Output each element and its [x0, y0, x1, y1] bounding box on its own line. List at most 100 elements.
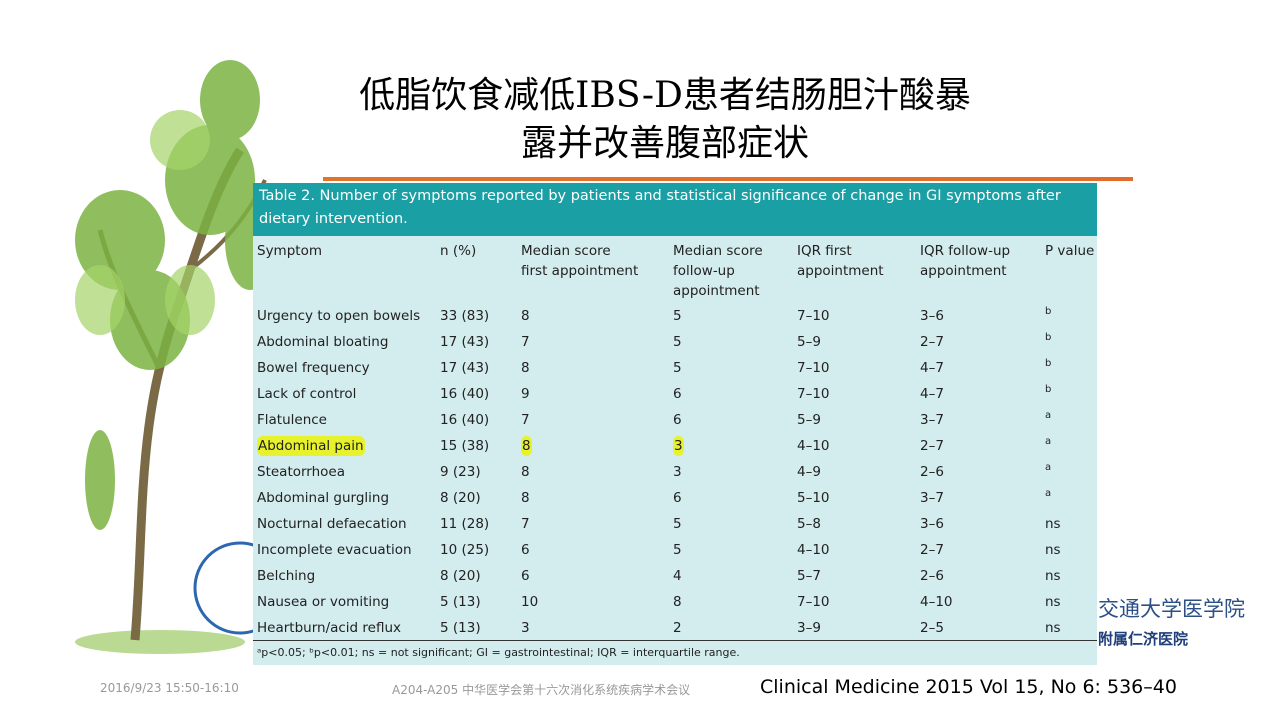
table-cell: 9 (23) [440, 464, 481, 480]
table-cell: b [1045, 332, 1052, 343]
table-cell: 9 [521, 386, 530, 402]
table-cell: 8 [521, 490, 530, 506]
table-cell: 16 (40) [440, 412, 490, 428]
table-cell: 5 [673, 542, 682, 558]
table-cell: 2–5 [920, 620, 944, 636]
column-header: Symptom [257, 243, 322, 259]
table-cell: a [1045, 488, 1052, 499]
table-cell: 17 (43) [440, 334, 490, 350]
table-cell: 8 [521, 464, 530, 480]
table-cell: 4–7 [920, 386, 944, 402]
table-cell: 7–10 [797, 386, 830, 402]
table-cell: 8 [521, 308, 530, 324]
table-cell: 4–10 [797, 542, 830, 558]
citation: Clinical Medicine 2015 Vol 15, No 6: 536… [760, 676, 1177, 698]
table-cell: 7 [521, 516, 530, 532]
logo-text: 附属仁济医院 [1098, 630, 1189, 648]
tree-illustration [75, 60, 280, 654]
table-cell: a [1045, 462, 1052, 473]
table-cell: 3 [673, 436, 684, 456]
table-cell: 3–6 [920, 516, 944, 532]
table-cell: 5–9 [797, 334, 821, 350]
column-header: Median score follow-up appointment [673, 243, 763, 299]
table-cell: 2–6 [920, 568, 944, 584]
table-cell: Belching [257, 568, 316, 584]
table-cell: 6 [521, 542, 530, 558]
column-header: n (%) [440, 243, 477, 259]
table-cell: a [1045, 436, 1052, 447]
table-cell: 11 (28) [440, 516, 490, 532]
table-cell: 7 [521, 412, 530, 428]
table-cell: 8 [521, 360, 530, 376]
table-cell: Nausea or vomiting [257, 594, 390, 610]
table-cell: 4–7 [920, 360, 944, 376]
table-cell: Incomplete evacuation [257, 542, 412, 558]
table-cell: ns [1045, 542, 1061, 558]
table-cell: Heartburn/acid reflux [257, 620, 402, 636]
table-cell: 5 [673, 360, 682, 376]
title-line: 露并改善腹部症状 [520, 123, 809, 164]
table-cell: 3–9 [797, 620, 821, 636]
table-cell: 3–7 [920, 412, 944, 428]
table-cell: 3 [521, 620, 530, 636]
table-cell: 2–7 [920, 334, 944, 350]
table-cell: 8 (20) [440, 490, 481, 506]
table-cell: 33 (83) [440, 308, 490, 324]
logo-text: 交通大学医学院 [1098, 597, 1245, 621]
table-cell: 7–10 [797, 594, 830, 610]
table-cell: 6 [673, 386, 682, 402]
column-header: P value [1045, 243, 1095, 259]
table-cell: 7 [521, 334, 530, 350]
column-header: Median score first appointment [521, 243, 639, 279]
table-cell: b [1045, 384, 1052, 395]
table-cell: 2–7 [920, 438, 944, 454]
table-cell: Nocturnal defaecation [257, 516, 407, 532]
table-footnote: ᵃp<0.05; ᵇp<0.01; ns = not significant; … [257, 646, 740, 659]
table-cell: 6 [673, 412, 682, 428]
table-cell: 5 [673, 516, 682, 532]
table-cell: Bowel frequency [257, 360, 370, 376]
table-cell: a [1045, 410, 1052, 421]
footer-date: 2016/9/23 15:50-16:10 [100, 681, 239, 695]
table-cell: 3 [673, 464, 682, 480]
footer-conference: A204-A205 中华医学会第十六次消化系统疾病学术会议 [392, 683, 691, 697]
table-cell: Urgency to open bowels [257, 308, 421, 324]
table-cell: ns [1045, 620, 1061, 636]
table-cell: 6 [521, 568, 530, 584]
table-cell: 10 (25) [440, 542, 490, 558]
table-cell: 7–10 [797, 308, 830, 324]
table-cell: 7–10 [797, 360, 830, 376]
table-cell: Abdominal gurgling [257, 490, 390, 506]
table-cell: 3–6 [920, 308, 944, 324]
table-cell: 5 (13) [440, 620, 481, 636]
table-cell: 2–6 [920, 464, 944, 480]
title-line: 低脂饮食减低IBS-D患者结肠胆汁酸暴 [359, 75, 971, 116]
table-cell: 5–10 [797, 490, 830, 506]
table-cell: b [1045, 306, 1052, 317]
table-cell: 5 [673, 334, 682, 350]
table-cell: 17 (43) [440, 360, 490, 376]
table-cell: 5 [673, 308, 682, 324]
table-cell: 2 [673, 620, 682, 636]
table-cell: 3–7 [920, 490, 944, 506]
table-cell: 4–10 [920, 594, 953, 610]
table-cell: 4 [673, 568, 682, 584]
table-cell: Lack of control [257, 386, 357, 402]
table-cell: Abdominal pain [257, 436, 365, 456]
table-cell: 8 [673, 594, 682, 610]
table-cell: 5–7 [797, 568, 821, 584]
table-cell: 8 [521, 436, 532, 456]
slide-title: 低脂饮食减低IBS-D患者结肠胆汁酸暴 露并改善腹部症状 [260, 72, 1070, 168]
table-cell: 5–9 [797, 412, 821, 428]
table-cell: b [1045, 358, 1052, 369]
table-cell: Flatulence [257, 412, 327, 428]
column-header: IQR first appointment [797, 243, 884, 279]
table-cell: 4–10 [797, 438, 830, 454]
table-cell: 16 (40) [440, 386, 490, 402]
table-rule [253, 640, 1097, 641]
column-header: IQR follow-up appointment [920, 243, 1011, 279]
table-cell: 5 (13) [440, 594, 481, 610]
table-cell: 6 [673, 490, 682, 506]
table-caption: Table 2. Number of symptoms reported by … [253, 183, 1097, 236]
